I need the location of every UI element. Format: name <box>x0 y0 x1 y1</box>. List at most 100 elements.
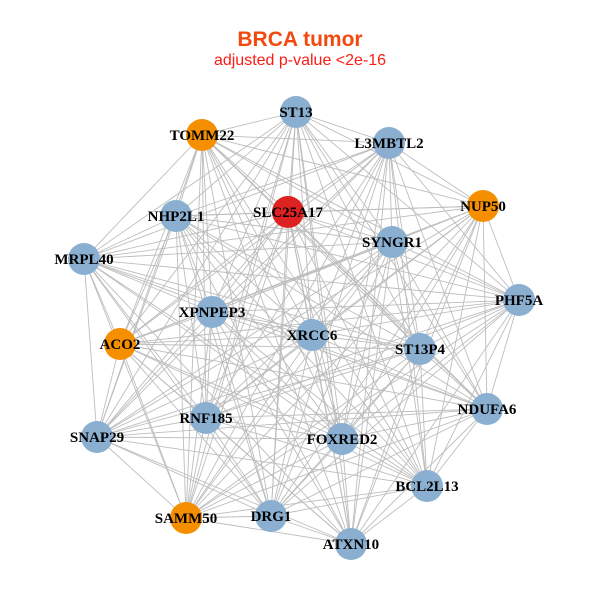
edge-line <box>83 258 98 438</box>
edge-line <box>391 241 421 350</box>
edge-line <box>83 258 313 336</box>
node-circle-drg1 <box>255 500 287 532</box>
node-label-phf5a: PHF5A <box>495 293 543 309</box>
edge-line <box>205 417 272 517</box>
edge-line <box>96 142 390 438</box>
edge-line <box>205 408 488 419</box>
edge-line <box>96 311 213 438</box>
edge-line <box>287 142 390 213</box>
edge-line <box>341 241 393 440</box>
node-label-snap29: SNAP29 <box>70 430 124 446</box>
edge-line <box>287 211 428 487</box>
edge-line <box>119 241 393 345</box>
edge-line <box>175 111 297 217</box>
edge-line <box>270 334 313 517</box>
edge-line <box>205 299 520 419</box>
edge-line <box>201 134 272 517</box>
edge-line <box>201 134 289 213</box>
node-circle-snap29 <box>81 421 113 453</box>
edge-line <box>287 205 484 213</box>
edge-line <box>426 408 488 487</box>
node-circle-xrcc6 <box>296 319 328 351</box>
edge-line <box>270 485 428 517</box>
edge-line <box>96 215 177 438</box>
edge-line <box>119 343 421 350</box>
edge-line <box>83 134 203 260</box>
node-label-xpnpep3: XPNPEP3 <box>179 305 246 321</box>
node-circle-nhp2l1 <box>160 200 192 232</box>
edge-line <box>486 299 520 410</box>
edge-line <box>419 205 484 350</box>
edge-line <box>83 258 352 545</box>
edge-line <box>119 343 488 410</box>
edge-line <box>211 311 313 336</box>
edge-line <box>205 205 484 419</box>
edge-line <box>96 241 393 438</box>
edge-line <box>426 299 520 487</box>
edge-line <box>287 211 488 410</box>
edge-line <box>96 436 272 517</box>
edge-line <box>96 436 343 440</box>
node-label-samm50: SAMM50 <box>155 511 218 527</box>
edge-line <box>482 205 488 410</box>
node-label-xrcc6: XRCC6 <box>287 328 338 344</box>
edge-line <box>205 111 297 419</box>
edge-line <box>311 241 393 336</box>
node-circle-xpnpep3 <box>196 296 228 328</box>
node-circle-st13 <box>280 96 312 128</box>
edge-line <box>175 142 390 217</box>
edge-line <box>295 111 313 336</box>
edge-line <box>119 343 428 487</box>
edge-line <box>350 205 484 545</box>
edge-line <box>205 142 390 419</box>
edge-line <box>119 343 343 440</box>
edge-line <box>175 215 343 440</box>
edge-line <box>341 142 390 440</box>
edge-line <box>295 111 421 350</box>
edge-line <box>388 142 428 487</box>
edge-line <box>83 258 421 350</box>
edge-line <box>96 417 207 438</box>
edge-line <box>270 408 488 517</box>
node-circle-bcl2l13 <box>411 470 443 502</box>
node-circle-atxn10 <box>335 528 367 560</box>
edge-line <box>388 142 393 243</box>
edge-line <box>419 299 520 350</box>
edge-line <box>96 408 488 438</box>
node-label-slc25a17: SLC25A17 <box>253 205 324 221</box>
edge-line <box>83 258 207 419</box>
edge-line <box>119 211 289 345</box>
edge-line <box>185 417 207 519</box>
edge-line <box>482 205 520 301</box>
edge-line <box>175 215 313 336</box>
edge-line <box>96 436 352 545</box>
edge-line <box>287 211 393 243</box>
node-circle-ndufa6 <box>471 393 503 425</box>
edge-line <box>119 334 313 345</box>
edge-line <box>341 299 520 440</box>
node-label-bcl2l13: BCL2L13 <box>395 479 458 495</box>
edge-line <box>391 241 520 301</box>
node-label-tomm22: TOMM22 <box>170 128 235 144</box>
node-circle-rnf185 <box>190 402 222 434</box>
node-circle-syngr1 <box>376 226 408 258</box>
edge-line <box>341 408 488 440</box>
edge-line <box>211 142 390 313</box>
edge-line <box>311 299 520 336</box>
node-circle-samm50 <box>170 502 202 534</box>
edge-line <box>201 134 421 350</box>
plot-title: BRCA tumor <box>237 28 363 51</box>
edge-line <box>201 134 393 243</box>
edge-line <box>211 311 488 410</box>
edge-line <box>83 142 390 260</box>
edge-line <box>295 111 343 440</box>
edge-line <box>311 334 421 350</box>
node-circle-aco2 <box>104 328 136 360</box>
edge-line <box>83 258 213 313</box>
edge-line <box>119 134 203 345</box>
edge-line <box>175 215 213 313</box>
edge-line <box>426 205 484 487</box>
edge-line <box>350 142 390 545</box>
node-circle-slc25a17 <box>272 196 304 228</box>
